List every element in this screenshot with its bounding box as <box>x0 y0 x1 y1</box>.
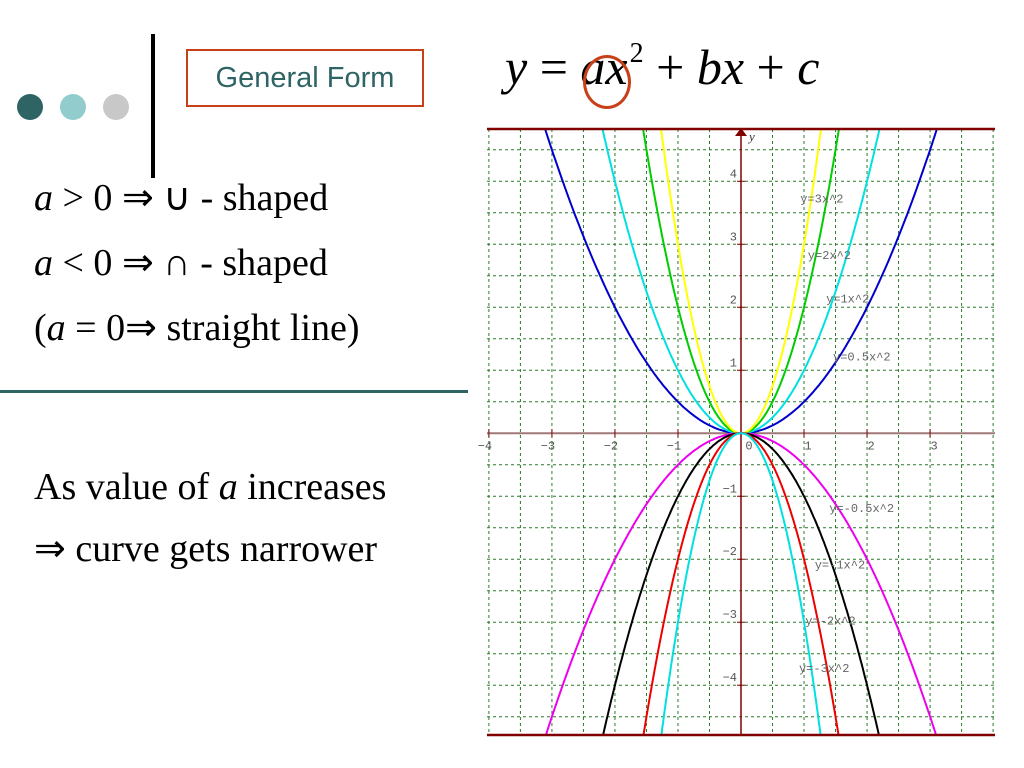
x-tick-label: −3 <box>541 439 555 453</box>
x-tick-label: 3 <box>930 439 937 453</box>
divider-horizontal <box>0 390 468 393</box>
curve-label: y=-0.5x^2 <box>829 502 894 516</box>
curve-label: y=-2x^2 <box>805 614 855 628</box>
highlight-circle <box>583 55 631 109</box>
y-tick-label: −2 <box>723 545 737 559</box>
y-tick-label: −3 <box>723 608 737 622</box>
y-tick-label: 4 <box>730 167 737 181</box>
bullet-dot-1 <box>17 94 43 120</box>
curve-label: y=2x^2 <box>808 249 851 263</box>
condition-positive: a > 0 ⇒ ∪ - shaped <box>34 177 329 219</box>
x-tick-label: −1 <box>667 439 681 453</box>
y-tick-label: 2 <box>730 293 737 307</box>
x-tick-label: 0 <box>745 439 752 453</box>
y-axis-label: y <box>747 129 755 144</box>
curve-label: y=1x^2 <box>826 292 869 306</box>
bullet-dot-2 <box>60 94 86 120</box>
curves-group <box>544 129 938 735</box>
curve-label: y=0.5x^2 <box>833 350 891 364</box>
y-tick-label: −4 <box>723 671 737 685</box>
curve-label: y=-1x^2 <box>815 558 865 572</box>
parabola-curve <box>660 432 822 735</box>
y-tick-label: 1 <box>730 356 737 370</box>
bullet-dot-3 <box>103 94 129 120</box>
divider-vertical <box>151 34 155 178</box>
note-line-1: As value of a increases <box>34 466 387 508</box>
slide-title: General Form <box>186 49 424 107</box>
x-tick-label: −2 <box>604 439 618 453</box>
x-tick-label: 1 <box>804 439 811 453</box>
condition-negative: a < 0 ⇒ ∩ - shaped <box>34 242 328 284</box>
curve-label: y=3x^2 <box>800 192 843 206</box>
y-tick-label: −1 <box>723 482 737 496</box>
x-tick-label: 2 <box>867 439 874 453</box>
note-line-2: ⇒ curve gets narrower <box>34 528 378 570</box>
x-tick-label: −4 <box>478 439 492 453</box>
y-axis-arrow <box>735 128 747 136</box>
condition-zero: (a = 0⇒ straight line) <box>34 307 360 349</box>
curve-label: y=-3x^2 <box>799 662 849 676</box>
y-tick-label: 3 <box>730 230 737 244</box>
